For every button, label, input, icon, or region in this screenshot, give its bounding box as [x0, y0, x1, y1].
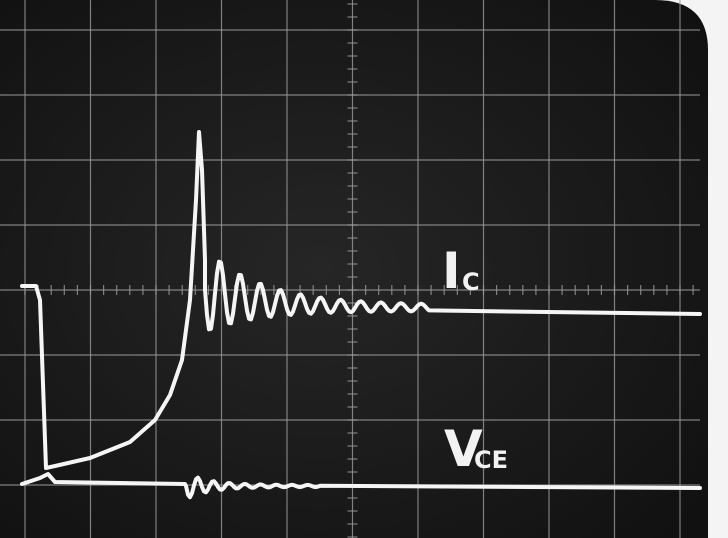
trace-subscript: C	[462, 268, 480, 296]
ic-trace	[20, 130, 702, 470]
vce-trace	[20, 472, 702, 500]
screen	[0, 0, 708, 538]
trace-label: V	[444, 420, 483, 478]
trace-subscript: CE	[474, 446, 508, 474]
trace-label: I	[442, 242, 461, 300]
graticule	[0, 0, 700, 538]
